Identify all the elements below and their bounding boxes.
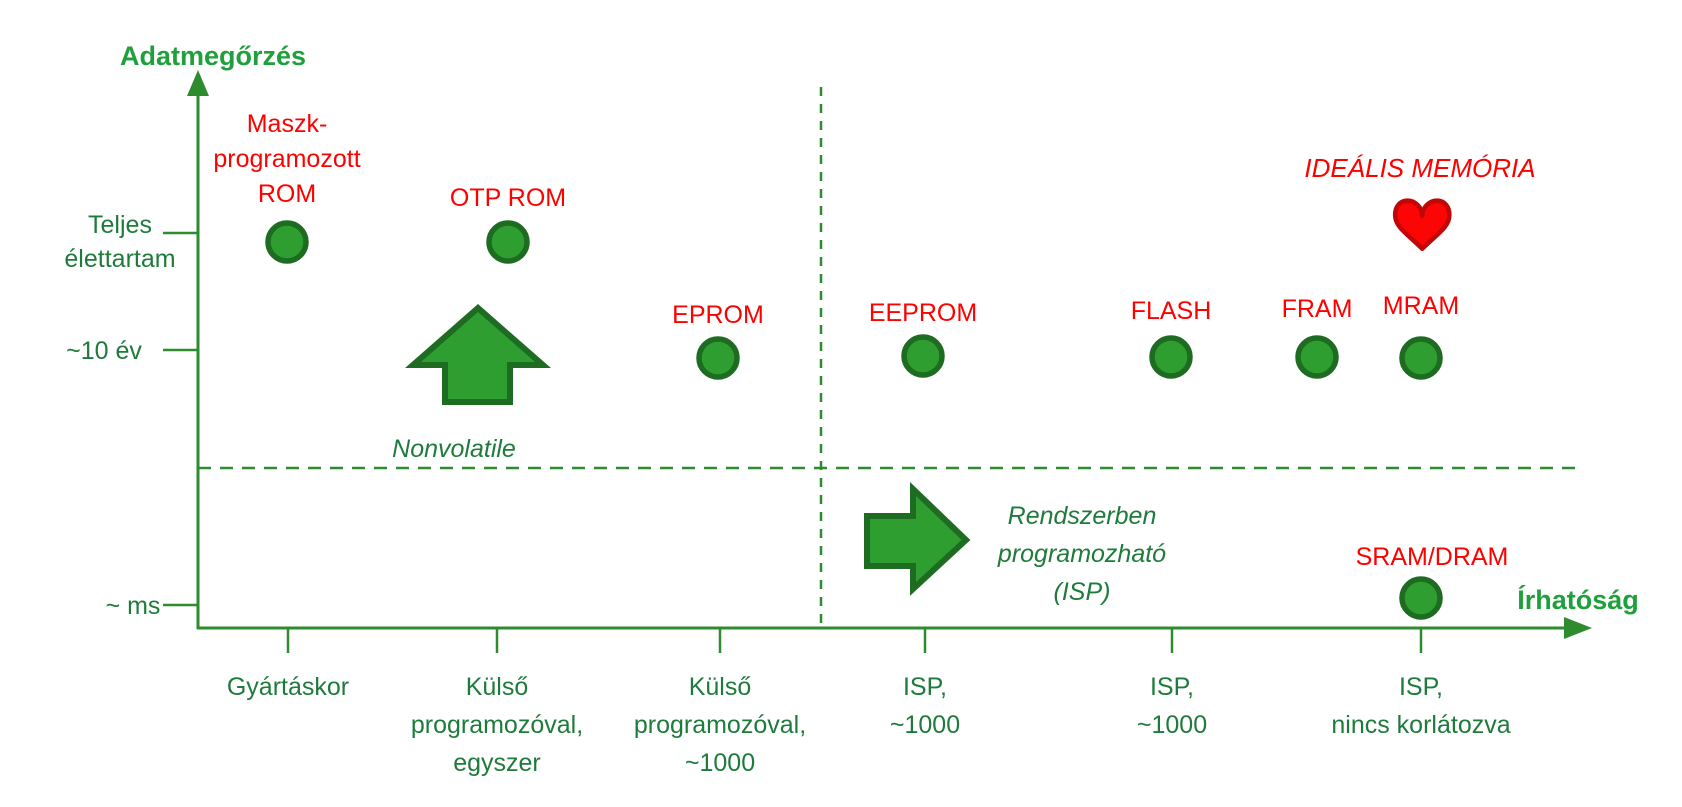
axis-ticks: Teljes élettartam ~10 év ~ ms Gyártáskor Küls… <box>64 211 1510 777</box>
x-tick-label: Külső programozóval, ~1000 <box>634 673 806 777</box>
y-axis-arrowhead-icon <box>187 70 209 96</box>
mram-point <box>1399 336 1443 380</box>
eeprom-label: EEPROM <box>869 299 977 327</box>
region-annotations: Nonvolatile Rendszerben programozható (ISP) <box>392 435 1166 606</box>
flash-point <box>1149 335 1193 379</box>
nonvolatile-up-arrow-icon <box>405 304 551 405</box>
maszk-programozott-rom-point <box>265 220 309 264</box>
maszk-programozott-rom-label: Maszk-programozott ROM <box>213 110 360 208</box>
x-axis-arrowhead-icon <box>1564 617 1592 639</box>
y-tick-label: Teljes élettartam <box>64 211 175 273</box>
x-tick-label: Gyártáskor <box>227 673 349 701</box>
data-points: Maszk-programozott ROM OTP ROM EPROM EEPROM F… <box>213 110 1509 620</box>
rendszerben-programozhato-isp-label: Rendszerben programozható (ISP) <box>997 502 1166 606</box>
flash-label: FLASH <box>1131 297 1212 325</box>
eprom-point <box>696 336 740 380</box>
x-axis-title: Írhatóság <box>1517 584 1639 615</box>
ideal-memory-heart-icon <box>1392 198 1452 251</box>
fram-label: FRAM <box>1282 295 1353 323</box>
mram-label: MRAM <box>1383 292 1459 320</box>
y-tick-label: ~10 év <box>66 337 142 365</box>
fram-point <box>1295 335 1339 379</box>
eprom-label: EPROM <box>672 301 764 329</box>
x-tick-label: ISP, ~1000 <box>1137 673 1207 739</box>
y-axis-title: Adatmegőrzés <box>120 41 306 71</box>
isp-right-arrow-icon <box>864 481 971 596</box>
sram-dram-point <box>1399 576 1443 620</box>
otp-rom-label: OTP ROM <box>450 184 566 212</box>
otp-rom-point <box>486 220 530 264</box>
nonvolatile-label: Nonvolatile <box>392 435 516 463</box>
eeprom-point <box>901 334 945 378</box>
x-tick-label: ISP, nincs korlátozva <box>1331 673 1510 739</box>
x-tick-label: Külső programozóval, egyszer <box>411 673 583 777</box>
ideal-memory-label: IDEÁLIS MEMÓRIA <box>1304 153 1535 183</box>
x-tick-label: ISP, ~1000 <box>890 673 960 739</box>
y-tick-label: ~ ms <box>106 592 161 620</box>
sram-dram-label: SRAM/DRAM <box>1356 543 1509 571</box>
